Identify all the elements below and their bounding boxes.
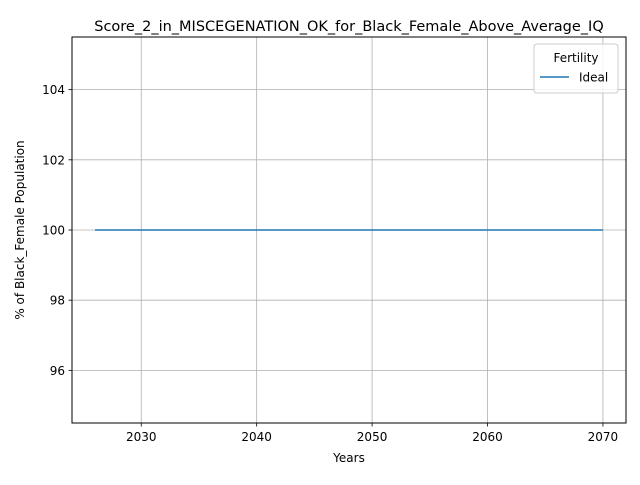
- axis-ticks: 2030 2040 2050 2060 2070 96 98 100 102 104: [42, 83, 618, 444]
- x-tick-label: 2050: [357, 430, 388, 444]
- y-tick-label: 104: [42, 83, 65, 97]
- x-tick-label: 2040: [241, 430, 272, 444]
- y-tick-label: 98: [50, 294, 65, 308]
- legend-label-ideal: Ideal: [579, 71, 608, 85]
- y-tick-label: 96: [50, 364, 65, 378]
- y-tick-label: 102: [42, 153, 65, 167]
- x-axis-label: Years: [332, 451, 365, 465]
- chart-title: Score_2_in_MISCEGENATION_OK_for_Black_Fe…: [94, 19, 604, 35]
- y-tick-label: 100: [42, 224, 65, 238]
- legend: Fertility Ideal: [533, 43, 619, 94]
- x-tick-label: 2070: [588, 430, 619, 444]
- y-axis-label: % of Black_Female Population: [13, 140, 27, 319]
- legend-title: Fertility: [553, 51, 598, 65]
- x-tick-label: 2030: [126, 430, 157, 444]
- x-tick-label: 2060: [472, 430, 503, 444]
- legend-box: [533, 43, 619, 94]
